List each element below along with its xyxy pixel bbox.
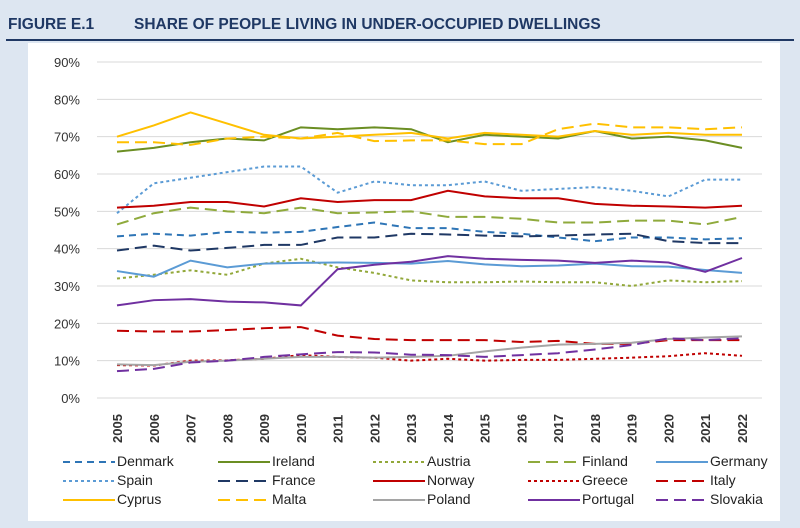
x-tick-label: 2007 <box>184 414 199 443</box>
legend-item: Ireland <box>272 453 315 469</box>
x-tick-label: 2005 <box>110 414 125 443</box>
series-line-slovakia <box>116 337 743 373</box>
series-line-finland <box>116 206 743 226</box>
x-tick-label: 2020 <box>661 414 676 443</box>
figure-number: FIGURE E.1 <box>8 16 95 33</box>
x-tick-label: 2019 <box>625 414 640 443</box>
y-tick-label: 80% <box>54 92 80 107</box>
figure-header: FIGURE E.1 SHARE OF PEOPLE LIVING IN UND… <box>6 10 794 41</box>
x-tick-label: 2011 <box>331 415 346 443</box>
series-line-poland <box>116 335 743 367</box>
legend-item: Finland <box>582 453 628 469</box>
y-tick-label: 70% <box>54 130 80 145</box>
legend-item: Portugal <box>582 491 635 507</box>
x-tick-label: 2022 <box>735 414 750 443</box>
legend-item: Malta <box>272 491 307 507</box>
x-tick-label: 2018 <box>588 414 603 443</box>
legend-item: Germany <box>710 453 768 469</box>
x-tick-label: 2017 <box>551 414 566 443</box>
y-tick-label: 0% <box>61 391 80 406</box>
figure-title: SHARE OF PEOPLE LIVING IN UNDER-OCCUPIED… <box>134 16 601 33</box>
x-tick-label: 2015 <box>478 414 493 443</box>
x-tick-label: 2016 <box>514 414 529 443</box>
series-line-denmark <box>116 221 743 243</box>
legend-item: France <box>272 472 316 488</box>
series-line-norway <box>116 189 743 209</box>
y-tick-label: 30% <box>54 279 80 294</box>
y-tick-label: 10% <box>54 354 80 369</box>
series-line-cyprus <box>116 111 742 140</box>
x-tick-label: 2009 <box>257 414 272 443</box>
legend-item: Spain <box>117 472 153 488</box>
x-tick-label: 2008 <box>220 414 235 443</box>
legend-item: Slovakia <box>710 491 763 507</box>
legend-item: Norway <box>427 472 475 488</box>
legend-item: Poland <box>427 491 471 507</box>
series-line-spain <box>116 165 742 214</box>
y-tick-label: 60% <box>54 167 80 182</box>
legend-item: Greece <box>582 472 628 488</box>
legend-item: Denmark <box>117 453 174 469</box>
y-tick-label: 20% <box>54 316 80 331</box>
series-line-germany <box>116 259 743 278</box>
series-line-malta <box>117 122 743 146</box>
series-line-austria <box>116 257 743 288</box>
x-tick-label: 2012 <box>367 414 382 443</box>
chart-panel <box>28 43 780 521</box>
legend-item: Cyprus <box>117 491 162 507</box>
y-tick-label: 50% <box>54 204 80 219</box>
x-tick-label: 2013 <box>404 414 419 443</box>
y-tick-label: 40% <box>54 242 80 257</box>
x-tick-label: 2014 <box>441 413 456 443</box>
x-tick-label: 2010 <box>294 414 309 443</box>
series-line-portugal <box>116 255 743 307</box>
x-tick-label: 2006 <box>147 414 162 443</box>
legend-item: Italy <box>710 472 736 488</box>
y-tick-label: 90% <box>54 55 80 70</box>
x-tick-label: 2021 <box>698 414 713 443</box>
legend-item: Austria <box>427 453 471 469</box>
series-line-france <box>116 232 742 252</box>
